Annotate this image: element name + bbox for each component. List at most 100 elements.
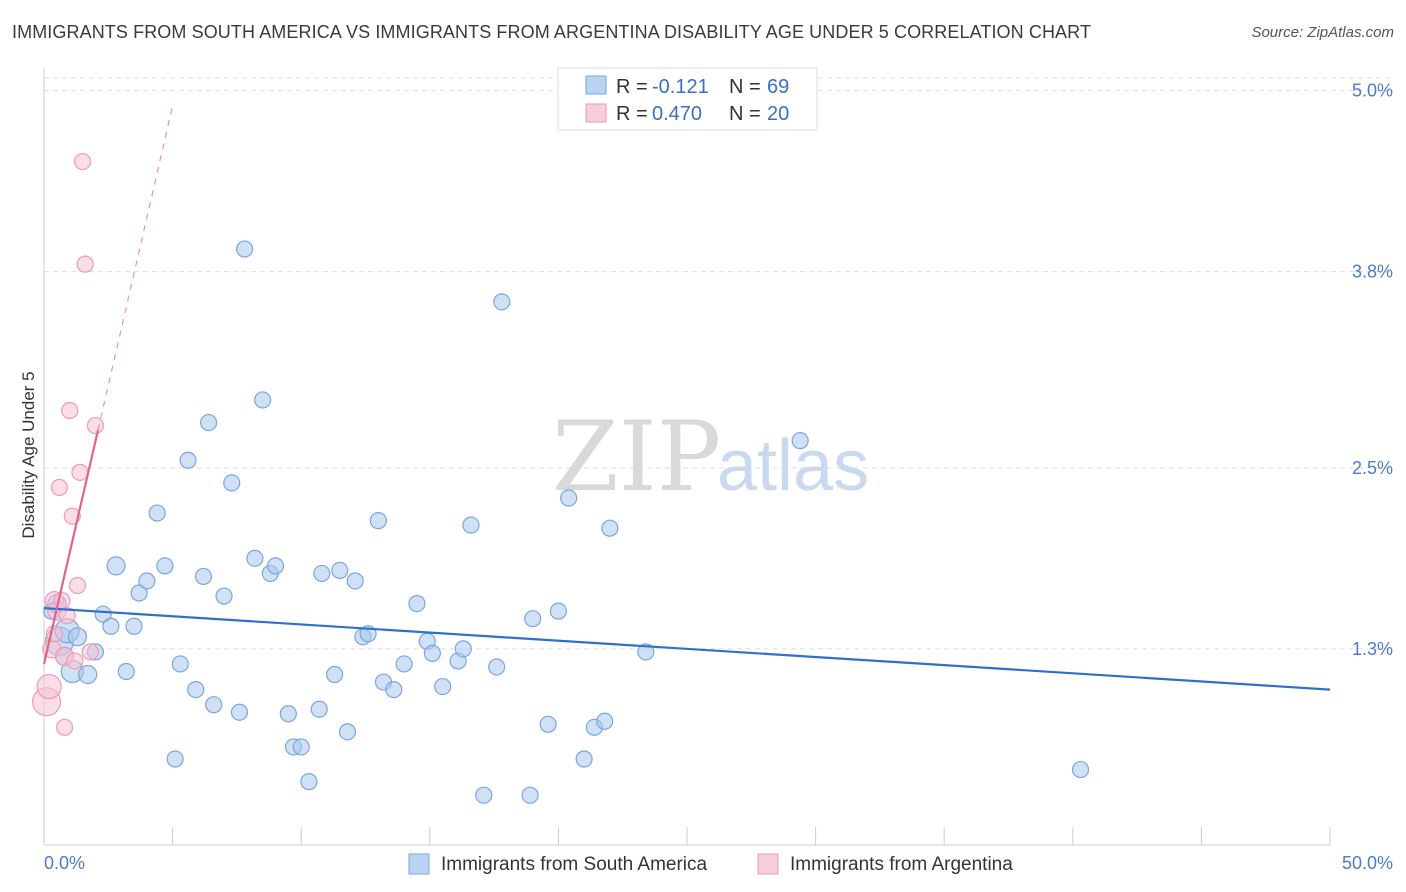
data-point-argentina (50, 478, 69, 497)
data-point-south-america (179, 451, 197, 469)
data-point-south-america (408, 595, 426, 613)
data-point-argentina (66, 652, 84, 670)
trend-line-argentina (42, 429, 100, 665)
legend-swatch-blue (585, 75, 607, 95)
data-point-south-america (148, 504, 166, 522)
legend-n-value-2: 20 (767, 103, 789, 125)
data-point-south-america (488, 658, 506, 676)
data-point-south-america (385, 680, 403, 699)
data-point-south-america (549, 602, 568, 620)
data-point-south-america (215, 587, 233, 605)
legend-swatch-pink (585, 103, 607, 123)
legend-n-label-1: N = (729, 76, 761, 98)
data-point-south-america (230, 703, 249, 721)
data-point-south-america (94, 605, 112, 623)
data-point-south-america (596, 712, 614, 730)
data-point-south-america (524, 610, 542, 628)
data-point-argentina (76, 255, 94, 273)
legend-n-value-1: 69 (767, 76, 789, 98)
data-point-argentina (55, 718, 74, 736)
legend-n-label-2: N = (729, 103, 761, 125)
data-point-south-america (292, 738, 310, 756)
bottom-legend-label-argentina: Immigrants from Argentina (790, 854, 1013, 875)
data-point-south-america (521, 786, 539, 804)
data-point-south-america (462, 516, 480, 534)
y-axis-title: Disability Age Under 5 (19, 371, 38, 538)
data-point-south-america (266, 557, 285, 575)
data-point-south-america (313, 564, 331, 583)
data-point-south-america (331, 561, 349, 580)
data-point-south-america (125, 617, 143, 635)
data-point-south-america (138, 572, 156, 590)
data-point-argentina (81, 643, 99, 661)
data-point-south-america (166, 750, 184, 768)
data-point-south-america (601, 519, 619, 537)
data-point-south-america (637, 643, 655, 661)
source-credit: Source: ZipAtlas.com (1251, 24, 1394, 41)
data-point-south-america (369, 512, 387, 530)
data-point-south-america (78, 664, 98, 685)
data-point-argentina (36, 673, 62, 700)
data-point-south-america (395, 655, 413, 673)
legend-r-value-1: -0.121 (652, 76, 709, 98)
x-tick-label-max: 50.0% (1342, 853, 1393, 873)
data-point-south-america (246, 549, 264, 567)
data-point-south-america (171, 655, 189, 673)
legend-r-value-2: 0.470 (652, 103, 702, 125)
series-south-america (43, 240, 1090, 804)
data-point-south-america (454, 640, 472, 658)
y-tick-labels: 1.3% 2.5% 3.8% 5.0% (1352, 81, 1393, 659)
data-point-south-america (434, 677, 452, 696)
data-point-south-america (338, 723, 357, 741)
bottom-legend-swatch-pink (757, 853, 779, 875)
x-axis-ticks (43, 827, 1331, 845)
bottom-legend-swatch-blue (408, 853, 430, 875)
data-point-south-america (1071, 760, 1090, 779)
trend-line-south-america (43, 607, 1331, 691)
data-point-south-america (475, 786, 493, 804)
y-tick-label: 2.5% (1352, 458, 1393, 478)
series-argentina (31, 152, 105, 736)
data-point-argentina (61, 401, 79, 420)
data-point-south-america (279, 705, 297, 723)
data-point-south-america (223, 474, 241, 492)
data-point-south-america (106, 556, 126, 576)
watermark: ZIP atlas (552, 401, 869, 513)
x-tick-label-min: 0.0% (44, 853, 85, 873)
data-point-south-america (67, 627, 88, 647)
y-tick-label: 5.0% (1352, 81, 1393, 101)
data-point-south-america (560, 489, 578, 507)
data-point-south-america (194, 567, 213, 586)
data-point-south-america (326, 665, 344, 684)
data-point-south-america (575, 750, 593, 768)
y-tick-label: 3.8% (1352, 262, 1393, 282)
data-point-argentina (68, 576, 87, 595)
legend-r-label-1: R = (616, 76, 648, 98)
data-point-south-america (791, 432, 809, 450)
data-point-argentina (71, 463, 89, 481)
y-tick-label: 1.3% (1352, 639, 1393, 659)
series-legend: Immigrants from South America Immigrants… (408, 853, 1013, 875)
data-point-argentina (86, 416, 105, 435)
stats-legend: R = -0.121 N = 69 R = 0.470 N = 20 (557, 67, 818, 131)
watermark-zip: ZIP (552, 401, 721, 513)
gridlines (44, 77, 1393, 650)
data-point-south-america (200, 413, 218, 432)
data-point-south-america (117, 662, 135, 681)
chart-title: IMMIGRANTS FROM SOUTH AMERICA VS IMMIGRA… (12, 22, 1092, 42)
data-point-south-america (493, 293, 511, 311)
data-point-south-america (236, 240, 254, 258)
data-point-south-america (300, 773, 318, 791)
data-point-south-america (423, 644, 441, 662)
data-point-south-america (156, 557, 174, 575)
data-point-south-america (205, 696, 223, 714)
data-point-argentina (58, 607, 76, 625)
data-point-argentina (73, 152, 92, 171)
data-point-south-america (187, 680, 205, 699)
trend-line-argentina-extension (97, 105, 174, 431)
data-point-south-america (539, 715, 557, 733)
data-point-south-america (346, 572, 364, 590)
bottom-legend-label-south-america: Immigrants from South America (441, 854, 708, 875)
data-point-south-america (102, 617, 120, 635)
